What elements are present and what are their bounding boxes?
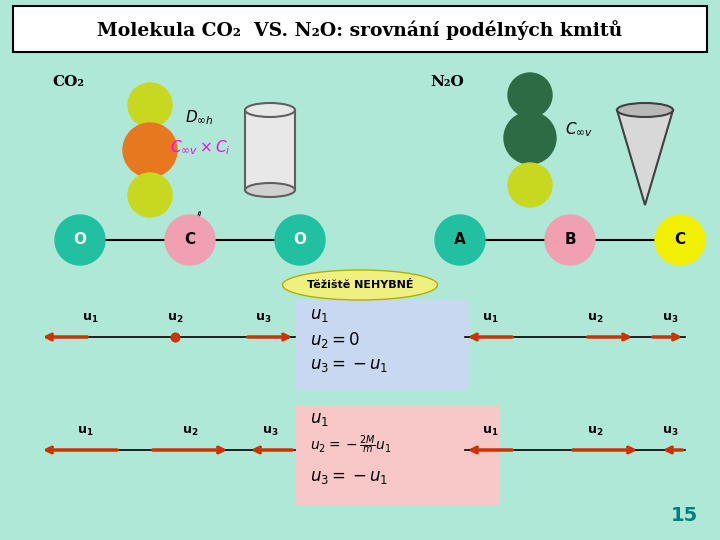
Text: $u_1$: $u_1$ xyxy=(310,411,329,429)
Circle shape xyxy=(165,215,215,265)
Circle shape xyxy=(508,73,552,117)
Ellipse shape xyxy=(617,103,673,117)
Text: B: B xyxy=(564,233,576,247)
Text: $\mathbf{u_3}$: $\mathbf{u_3}$ xyxy=(662,425,678,438)
Text: O: O xyxy=(294,233,307,247)
Circle shape xyxy=(508,163,552,207)
Text: $\mathbf{u_3}$: $\mathbf{u_3}$ xyxy=(662,312,678,325)
Text: $\mathbf{u_2}$: $\mathbf{u_2}$ xyxy=(182,425,198,438)
Text: N₂O: N₂O xyxy=(430,75,464,89)
Text: O: O xyxy=(73,233,86,247)
FancyBboxPatch shape xyxy=(295,300,470,390)
Circle shape xyxy=(504,112,556,164)
Circle shape xyxy=(435,215,485,265)
FancyBboxPatch shape xyxy=(245,110,295,190)
Circle shape xyxy=(123,123,177,177)
Circle shape xyxy=(55,215,105,265)
Text: $\mathbf{u_2}$: $\mathbf{u_2}$ xyxy=(167,312,183,325)
Text: $\ell$: $\ell$ xyxy=(195,211,202,226)
Text: $C_{\infty v} \times C_i$: $C_{\infty v} \times C_i$ xyxy=(170,139,230,157)
Text: $\mathbf{u_1}$: $\mathbf{u_1}$ xyxy=(482,425,498,438)
Text: $\mathbf{u_2}$: $\mathbf{u_2}$ xyxy=(587,425,603,438)
Text: $u_2 = 0$: $u_2 = 0$ xyxy=(310,330,360,350)
Text: C: C xyxy=(184,233,196,247)
FancyBboxPatch shape xyxy=(13,6,707,52)
Circle shape xyxy=(545,215,595,265)
Text: $u_1$: $u_1$ xyxy=(310,307,329,323)
Text: $\mathbf{u_2}$: $\mathbf{u_2}$ xyxy=(587,312,603,325)
Text: $u_3 = -u_1$: $u_3 = -u_1$ xyxy=(310,356,388,374)
Circle shape xyxy=(275,215,325,265)
Circle shape xyxy=(655,215,705,265)
Text: CO₂: CO₂ xyxy=(52,75,84,89)
Text: Molekula CO₂  VS. N₂O: srovnání podélných kmitů: Molekula CO₂ VS. N₂O: srovnání podélných… xyxy=(97,20,623,40)
Text: 15: 15 xyxy=(671,506,698,525)
Circle shape xyxy=(128,83,172,127)
Text: $\mathbf{u_1}$: $\mathbf{u_1}$ xyxy=(77,425,94,438)
Text: $\mathbf{u_3}$: $\mathbf{u_3}$ xyxy=(255,312,271,325)
Text: A: A xyxy=(454,233,466,247)
Ellipse shape xyxy=(282,270,438,300)
Text: $\mathbf{u_1}$: $\mathbf{u_1}$ xyxy=(82,312,98,325)
Polygon shape xyxy=(617,110,673,205)
Text: Těžiště NEHYBNÉ: Těžiště NEHYBNÉ xyxy=(307,280,413,290)
Text: $C_{\infty v}$: $C_{\infty v}$ xyxy=(565,120,593,139)
FancyBboxPatch shape xyxy=(295,405,500,505)
Circle shape xyxy=(128,173,172,217)
Text: $\mathbf{u_1}$: $\mathbf{u_1}$ xyxy=(482,312,498,325)
Text: C: C xyxy=(675,233,685,247)
Text: $u_3 = -u_1$: $u_3 = -u_1$ xyxy=(310,469,388,487)
Text: $\mathbf{u_3}$: $\mathbf{u_3}$ xyxy=(262,425,278,438)
Ellipse shape xyxy=(245,183,295,197)
Text: $D_{\infty h}$: $D_{\infty h}$ xyxy=(185,109,214,127)
Ellipse shape xyxy=(245,103,295,117)
Text: $u_2 = -\frac{2M}{m} u_1$: $u_2 = -\frac{2M}{m} u_1$ xyxy=(310,434,392,456)
